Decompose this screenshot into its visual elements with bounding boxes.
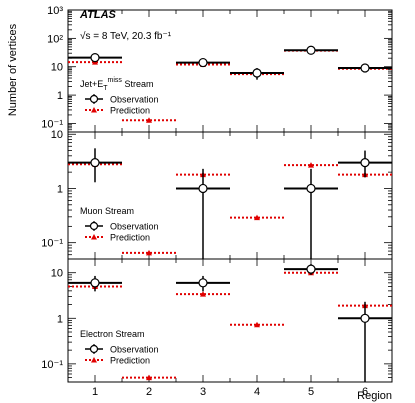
legend-prediction-label: Prediction xyxy=(110,233,150,243)
stream-label: Electron Stream xyxy=(80,329,145,339)
legend-observation-label: Observation xyxy=(110,95,159,105)
observation-marker xyxy=(360,313,370,323)
prediction-marker xyxy=(146,374,152,381)
prediction-marker xyxy=(200,291,206,297)
chart-panels: 10⁻¹ 1 10 10² 10³ Jet+ETmiss Stream Observatio… xyxy=(41,5,393,398)
observation-marker xyxy=(198,278,208,288)
observation-marker xyxy=(306,183,316,194)
legend-observation-marker xyxy=(89,344,99,354)
prediction-marker xyxy=(146,249,152,256)
legend-prediction-marker xyxy=(91,107,97,113)
legend-observation-label: Observation xyxy=(110,345,159,355)
x-tick-label: 1 xyxy=(92,386,98,398)
observation-marker xyxy=(90,52,100,63)
legend-prediction-label: Prediction xyxy=(110,356,150,366)
prediction-marker xyxy=(254,214,260,221)
y-tick-label: 10 xyxy=(51,129,63,141)
prediction-marker xyxy=(254,321,260,328)
observation-marker xyxy=(252,68,262,78)
y-tick-label: 10⁻¹ xyxy=(41,359,63,371)
x-tick-label: 3 xyxy=(200,386,206,398)
stream-label: Jet+ETmiss Stream xyxy=(80,77,153,92)
y-tick-label: 10⁻¹ xyxy=(41,238,63,250)
x-tick-label: 2 xyxy=(146,386,152,398)
observation-marker xyxy=(90,157,100,168)
y-axis-label: Number of vertices xyxy=(7,23,19,116)
observation-marker xyxy=(306,45,316,55)
energy-luminosity-label: √s = 8 TeV, 20.3 fb⁻¹ xyxy=(80,30,172,42)
atlas-label: ATLAS xyxy=(79,9,117,21)
y-tick-label: 10 xyxy=(51,268,63,280)
observation-marker xyxy=(198,57,208,68)
x-axis-label: Region xyxy=(357,390,392,402)
prediction-marker xyxy=(308,162,314,168)
y-tick-label: 10² xyxy=(47,33,63,45)
x-tick-label: 6 xyxy=(362,386,368,398)
y-tick-label: 10 xyxy=(51,62,63,74)
x-tick-label: 4 xyxy=(254,386,260,398)
legend-prediction-marker xyxy=(91,234,97,240)
panel-bottom: 10⁻¹ 1 10 Electron Stream ObservationPredict… xyxy=(41,258,393,398)
y-tick-label: 1 xyxy=(57,90,63,102)
panel-top: 10⁻¹ 1 10 10² 10³ Jet+ETmiss Stream Observatio… xyxy=(41,5,393,133)
observation-marker xyxy=(198,183,208,194)
y-tick-label: 10³ xyxy=(47,5,63,17)
y-tick-label: 1 xyxy=(57,183,63,195)
x-tick-label: 5 xyxy=(308,386,314,398)
stream-label: Muon Stream xyxy=(80,206,134,216)
legend-prediction-label: Prediction xyxy=(110,106,150,116)
legend-observation-marker xyxy=(89,221,99,231)
observation-marker xyxy=(360,157,370,168)
observation-marker xyxy=(90,278,100,288)
legend-observation-marker xyxy=(89,94,99,104)
observation-marker xyxy=(360,63,370,73)
y-tick-label: 1 xyxy=(57,313,63,325)
prediction-marker xyxy=(146,117,152,123)
legend-prediction-marker xyxy=(91,357,97,363)
y-tick-label: 10⁻¹ xyxy=(41,118,63,130)
legend-observation-label: Observation xyxy=(110,222,159,232)
observation-marker xyxy=(306,264,316,274)
